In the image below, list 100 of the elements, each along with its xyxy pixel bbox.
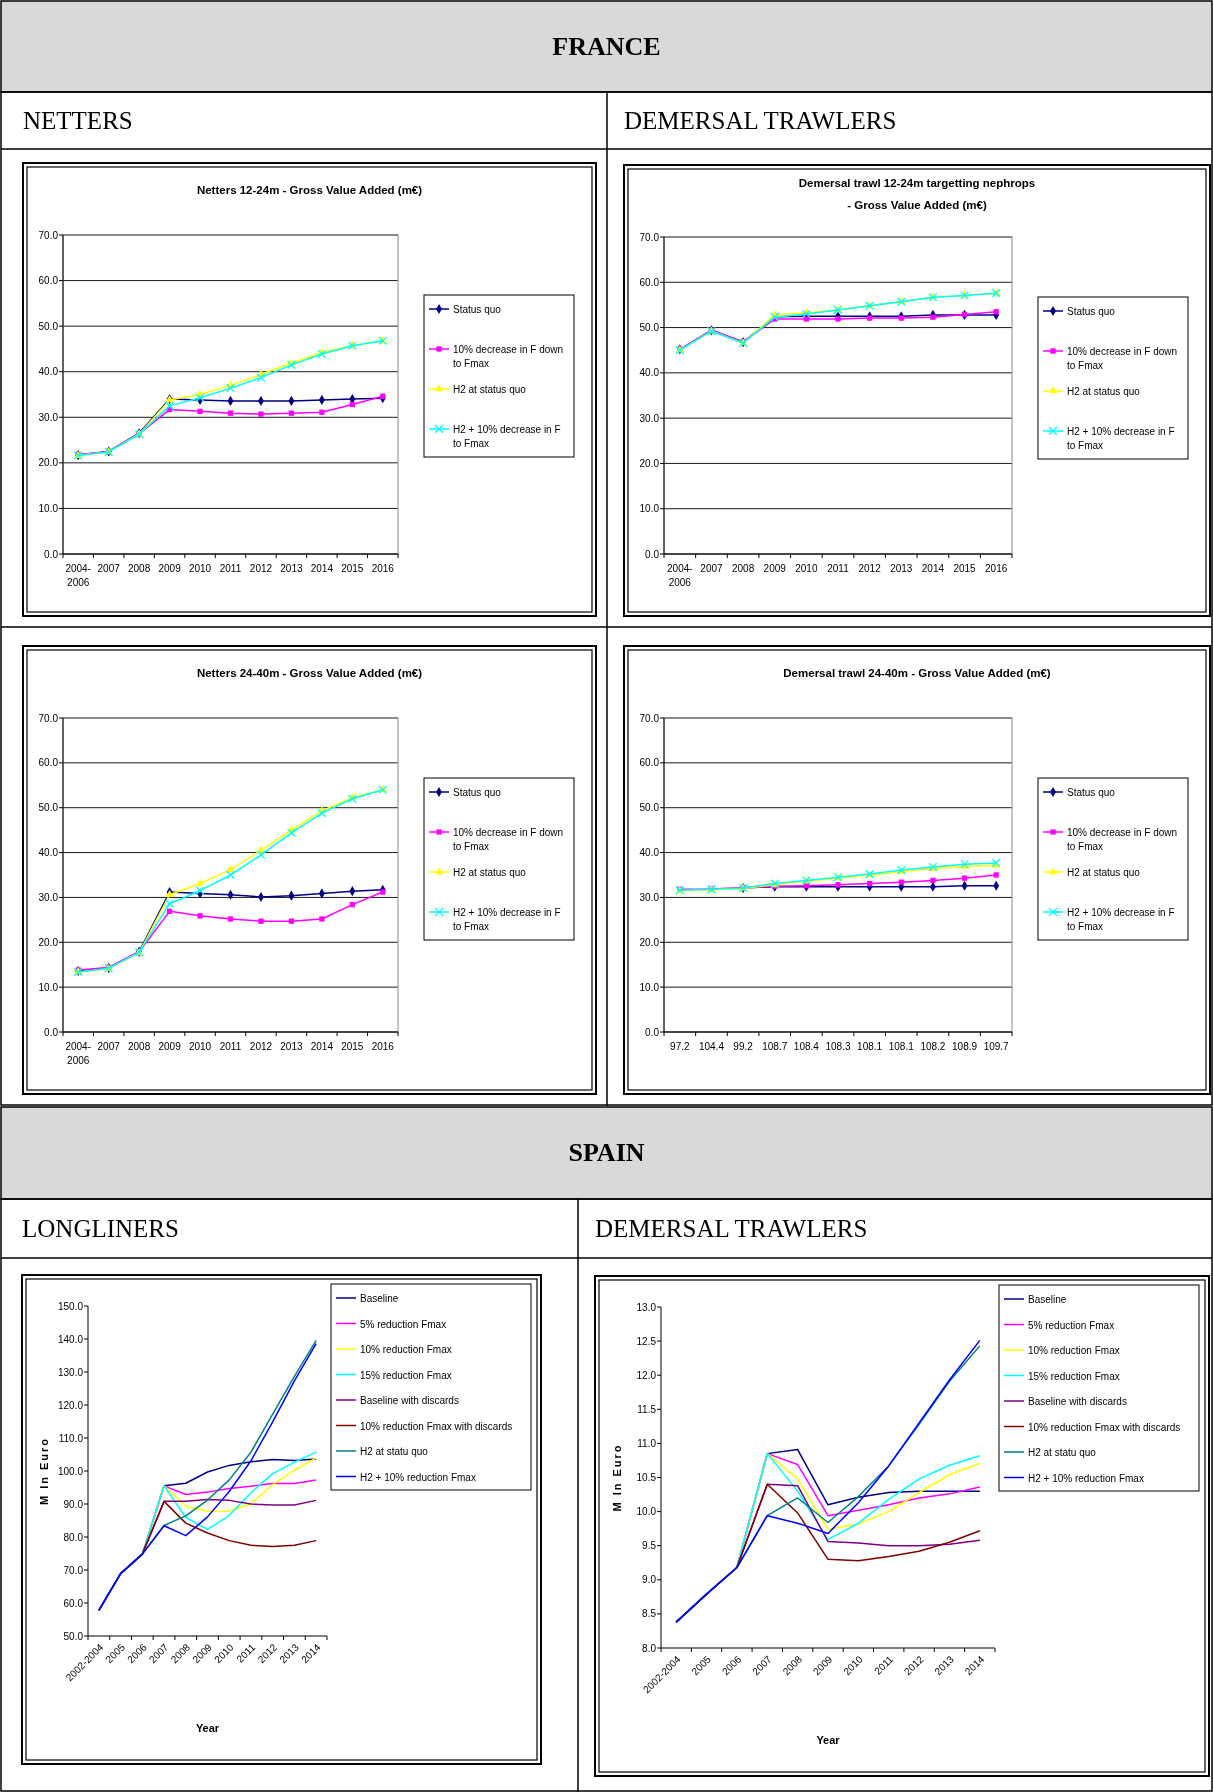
y-tick-label: 30.0 — [38, 411, 59, 423]
legend-label: 15% reduction Fmax — [1028, 1370, 1120, 1382]
x-tick-label: 97.2 — [670, 1041, 690, 1052]
y-tick-label: 120.0 — [57, 1399, 84, 1411]
y-tick-label: 12.5 — [636, 1335, 657, 1347]
y-axis-title: M In Euro — [611, 1443, 623, 1512]
legend-label: H2 at status quo — [453, 867, 527, 878]
y-tick-label: 20.0 — [639, 457, 660, 469]
x-tick-label: 2009 — [158, 1041, 182, 1052]
legend-label: Status quo — [453, 304, 502, 315]
y-tick-label: 11.5 — [637, 1403, 657, 1415]
legend-label: 10% reduction Fmax — [360, 1344, 452, 1355]
legend-label: 10% decrease in F down to Fmax — [453, 344, 564, 369]
x-tick-label: 2014 — [310, 563, 334, 574]
x-tick-label: 108.9 — [952, 1041, 978, 1052]
legend-label: 10% decrease in F down to Fmax — [1067, 346, 1178, 371]
legend-label: 10% decrease in F down to Fmax — [1067, 827, 1178, 852]
x-axis-title: Year — [816, 1734, 841, 1746]
y-tick-label: 60.0 — [38, 275, 59, 287]
y-tick-label: 0.0 — [44, 548, 59, 560]
y-tick-label: 40.0 — [639, 367, 660, 379]
x-tick-label: 2012 — [858, 563, 882, 574]
legend-label: H2 + 10% decrease in F to Fmax — [1067, 426, 1175, 451]
x-tick-label: 108.4 — [793, 1041, 820, 1052]
x-tick-label: 2016 — [371, 1041, 395, 1052]
x-tick-label: 2013 — [280, 563, 303, 574]
y-tick-label: 8.5 — [642, 1608, 657, 1620]
x-tick-label: 2009 — [158, 563, 182, 574]
y-tick-label: 20.0 — [38, 457, 59, 469]
y-tick-label: 60.0 — [63, 1597, 84, 1609]
y-tick-label: 20.0 — [639, 936, 660, 948]
legend-label: 10% decrease in F down to Fmax — [453, 827, 564, 852]
y-tick-label: 10.0 — [636, 1506, 657, 1518]
x-tick-label: 108.1 — [888, 1041, 915, 1052]
legend-label: H2 + 10% reduction Fmax — [1028, 1472, 1144, 1484]
x-tick-label: 2004-2006 — [667, 563, 693, 588]
y-axis-title: M In Euro — [38, 1436, 50, 1506]
text: SPAIN — [568, 1138, 645, 1167]
x-tick-label: 2008 — [731, 563, 755, 574]
text: LONGLINERS — [22, 1215, 179, 1242]
legend-label: Baseline — [360, 1293, 399, 1304]
y-tick-label: 50.0 — [639, 802, 660, 814]
x-tick-label: 2008 — [128, 563, 151, 574]
y-tick-label: 70.0 — [639, 231, 660, 243]
y-tick-label: 10.0 — [38, 502, 59, 514]
x-tick-label: 2014 — [921, 563, 945, 574]
y-tick-label: 70.0 — [63, 1564, 84, 1576]
y-tick-label: 12.0 — [636, 1369, 657, 1381]
y-tick-label: 70.0 — [639, 712, 660, 724]
y-tick-label: 10.5 — [636, 1472, 657, 1483]
y-tick-label: 0.0 — [645, 548, 660, 560]
x-tick-label: 99.2 — [733, 1041, 754, 1052]
legend-label: H2 at status quo — [1067, 867, 1141, 878]
x-tick-label: 2011 — [219, 1041, 242, 1052]
y-tick-label: 40.0 — [38, 366, 59, 378]
x-tick-label: 2007 — [700, 563, 724, 574]
y-tick-label: 70.0 — [38, 229, 59, 241]
x-tick-label: 2015 — [953, 563, 977, 574]
y-tick-label: 30.0 — [639, 412, 660, 424]
x-tick-label: 108.1 — [857, 1041, 883, 1052]
legend-label: Status quo — [453, 787, 502, 798]
y-tick-label: 60.0 — [639, 757, 660, 769]
x-tick-label: 2013 — [280, 1041, 303, 1052]
x-tick-label: 2010 — [795, 563, 818, 574]
y-tick-label: 80.0 — [63, 1531, 84, 1543]
y-tick-label: 100.0 — [57, 1465, 84, 1477]
legend-label: 10% reduction Fmax with discards — [360, 1420, 513, 1432]
y-tick-label: 60.0 — [38, 757, 59, 769]
x-tick-label: 2007 — [97, 1041, 121, 1052]
x-tick-label: 2010 — [188, 563, 212, 574]
y-tick-label: 40.0 — [639, 847, 660, 859]
x-tick-label: 2007 — [97, 563, 121, 574]
y-tick-label: 40.0 — [38, 847, 59, 859]
x-tick-label: 2004-2006 — [65, 563, 92, 588]
text: DEMERSAL TRAWLERS — [624, 107, 897, 134]
legend-label: H2 + 10% decrease in F to Fmax — [453, 907, 561, 932]
y-tick-label: 50.0 — [63, 1630, 84, 1642]
legend-label: H2 + 10% reduction Fmax — [360, 1471, 476, 1483]
chart-title: Demersal trawl 12-24m targetting nephrops - Gross Value Added (m€) — [798, 177, 1036, 211]
y-tick-label: 10.0 — [38, 981, 59, 993]
y-tick-label: 0.0 — [645, 1026, 660, 1038]
y-tick-label: 9.0 — [642, 1574, 657, 1586]
x-tick-label: 2015 — [341, 1041, 364, 1052]
legend-label: Baseline with discards — [1028, 1396, 1127, 1407]
x-tick-label: 2012 — [249, 563, 273, 574]
x-tick-label: 2010 — [188, 1041, 212, 1052]
legend-label: 10% reduction Fmax — [1028, 1345, 1120, 1356]
legend-label: H2 at statu quo — [360, 1446, 429, 1457]
x-tick-label: 2012 — [249, 1041, 273, 1052]
y-tick-label: 9.5 — [642, 1540, 657, 1552]
y-tick-label: 10.0 — [639, 503, 660, 515]
legend-label: H2 at status quo — [1067, 386, 1141, 397]
legend-label: H2 + 10% decrease in F to Fmax — [1067, 907, 1175, 932]
y-tick-label: 20.0 — [38, 936, 59, 948]
y-tick-label: 140.0 — [57, 1333, 84, 1345]
x-tick-label: 2016 — [371, 563, 395, 574]
x-tick-label: 2009 — [763, 563, 787, 574]
y-tick-label: 11.0 — [637, 1437, 657, 1449]
x-tick-label: 2011 — [219, 563, 242, 574]
y-tick-label: 90.0 — [63, 1498, 84, 1510]
